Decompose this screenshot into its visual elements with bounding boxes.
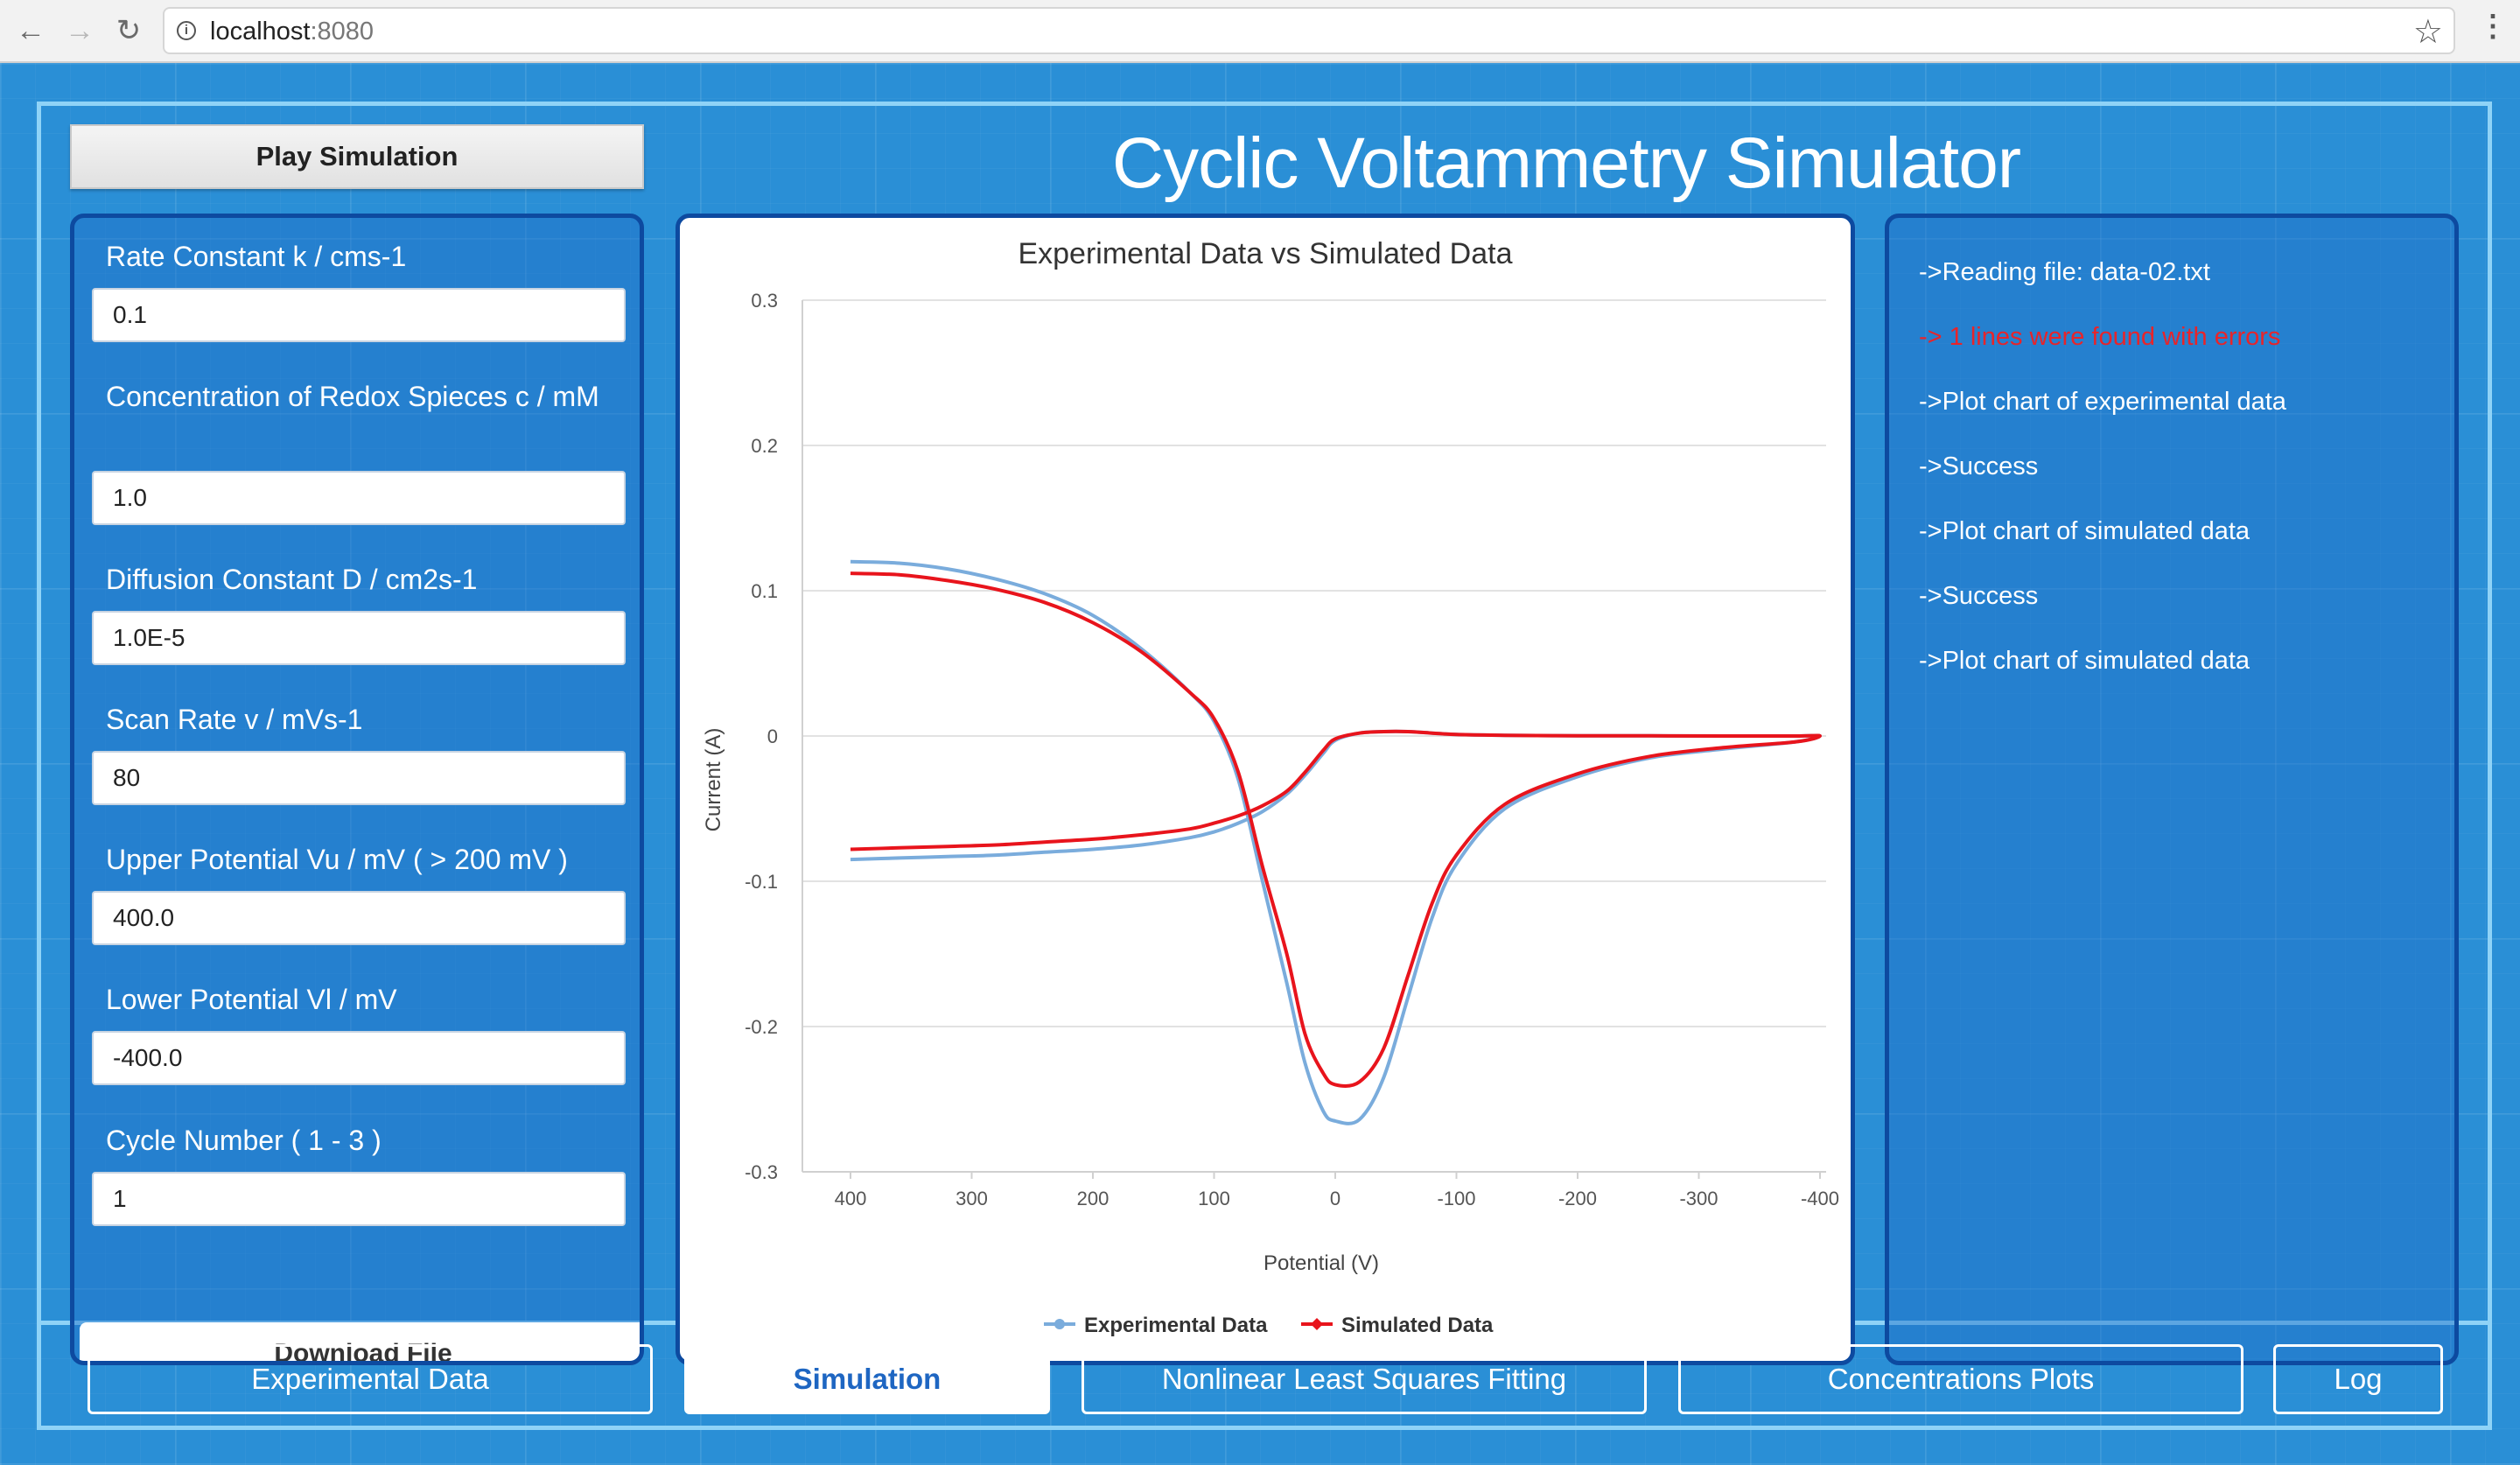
simulated-data-line (850, 571, 1822, 1088)
reload-icon[interactable]: ↻ (116, 14, 142, 47)
y-tick-label: 0.2 (751, 435, 778, 457)
chart-legend[interactable]: Experimental Data Simulated Data (1044, 1314, 1494, 1337)
concentration-input[interactable] (92, 471, 626, 525)
rate-constant-input[interactable] (92, 288, 626, 342)
legend-simulated-marker (1311, 1318, 1323, 1330)
lower-potential-input[interactable] (92, 1031, 626, 1085)
y-tick-label: -0.3 (745, 1161, 778, 1183)
cv-chart: Experimental Data vs Simulated Data Curr… (702, 237, 1839, 1337)
browser-toolbar: ← → ↻ i localhost:8080 ☆ ⋮ (0, 0, 2520, 63)
chart-panel: Experimental Data vs Simulated Data Curr… (676, 214, 1855, 1365)
y-axis-label: Current (A) (702, 728, 725, 832)
diffusion-constant-label: Diffusion Constant D / cm2s-1 (106, 564, 478, 595)
app-frame (37, 102, 2492, 1430)
x-tick-label: 300 (956, 1188, 988, 1209)
download-file-button[interactable]: Download File (80, 1322, 640, 1361)
diffusion-constant-input[interactable] (92, 611, 626, 665)
log-line-error: -> 1 lines were found with errors (1919, 323, 2281, 351)
legend-simulated-label[interactable]: Simulated Data (1341, 1314, 1494, 1337)
log-line: ->Reading file: data-02.txt (1919, 258, 2210, 286)
legend-experimental-marker (1054, 1319, 1065, 1329)
x-tick-label: -300 (1679, 1188, 1718, 1209)
log-line: ->Plot chart of simulated data (1919, 647, 2250, 675)
tab-experimental-data[interactable]: Experimental Data (88, 1344, 653, 1414)
log-line: ->Plot chart of simulated data (1919, 517, 2250, 545)
tab-log[interactable]: Log (2273, 1344, 2443, 1414)
cycle-number-label: Cycle Number ( 1 - 3 ) (106, 1125, 382, 1156)
bookmark-star-icon[interactable]: ☆ (2412, 14, 2443, 51)
tab-simulation[interactable]: Simulation (684, 1344, 1050, 1414)
chart-title: Experimental Data vs Simulated Data (1018, 237, 1512, 270)
scan-rate-label: Scan Rate v / mVs-1 (106, 704, 363, 735)
rate-constant-label: Rate Constant k / cms-1 (106, 241, 407, 272)
info-icon[interactable]: i (177, 21, 196, 40)
cycle-number-input[interactable] (92, 1172, 626, 1226)
lower-potential-label: Lower Potential Vl / mV (106, 984, 397, 1015)
y-tick-label: 0.1 (751, 580, 778, 602)
url-port: :8080 (310, 18, 374, 46)
log-line: ->Plot chart of experimental data (1919, 388, 2286, 416)
address-bar[interactable]: i localhost:8080 ☆ (163, 7, 2455, 54)
x-tick-label: 400 (835, 1188, 867, 1209)
url-host: localhost (210, 18, 311, 46)
tab-concentrations-plots[interactable]: Concentrations Plots (1678, 1344, 2244, 1414)
browser-menu-icon[interactable]: ⋮ (2478, 10, 2508, 43)
y-tick-label: 0 (767, 725, 778, 747)
tab-nonlinear-least-squares[interactable]: Nonlinear Least Squares Fitting (1082, 1344, 1647, 1414)
x-tick-label: -200 (1558, 1188, 1597, 1209)
forward-arrow-icon[interactable]: → (65, 14, 94, 47)
url-text: localhost:8080 (210, 18, 374, 46)
y-tick-label: 0.3 (751, 290, 778, 312)
legend-experimental-label[interactable]: Experimental Data (1084, 1314, 1268, 1337)
log-line: ->Success (1919, 582, 2039, 610)
experimental-data-line (850, 559, 1822, 1125)
x-tick-label: 0 (1330, 1188, 1340, 1209)
parameters-panel: Rate Constant k / cms-1 Concentration of… (70, 214, 644, 1365)
x-tick-label: 100 (1198, 1188, 1230, 1209)
play-simulation-button[interactable]: Play Simulation (70, 124, 644, 189)
log-panel: ->Reading file: data-02.txt -> 1 lines w… (1885, 214, 2459, 1365)
concentration-label: Concentration of Redox Spieces c / mM (106, 381, 599, 412)
page-title: Cyclic Voltammetry Simulator (1111, 123, 2021, 203)
y-tick-label: -0.1 (745, 871, 778, 893)
x-tick-label: 200 (1077, 1188, 1110, 1209)
app-area: Play Simulation Cyclic Voltammetry Simul… (0, 63, 2520, 1465)
log-line: ->Success (1919, 452, 2039, 480)
scan-rate-input[interactable] (92, 751, 626, 805)
y-tick-label: -0.2 (745, 1016, 778, 1038)
back-arrow-icon[interactable]: ← (16, 14, 46, 47)
x-tick-label: -400 (1801, 1188, 1839, 1209)
upper-potential-input[interactable] (92, 891, 626, 945)
upper-potential-label: Upper Potential Vu / mV ( > 200 mV ) (106, 844, 568, 875)
x-tick-label: -100 (1437, 1188, 1475, 1209)
x-axis-label: Potential (V) (1264, 1251, 1379, 1275)
